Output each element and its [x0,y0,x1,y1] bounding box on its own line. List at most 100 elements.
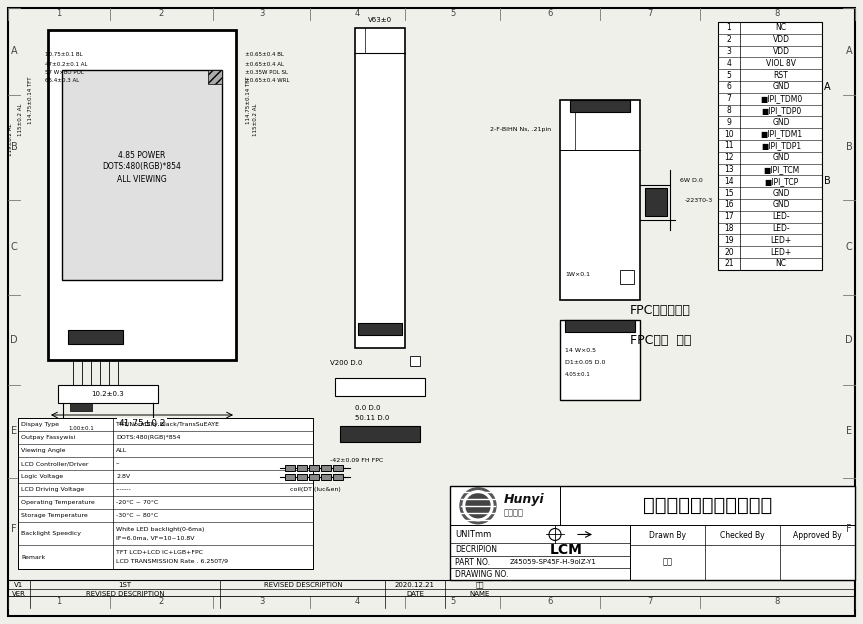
Text: LCD Driving Voltage: LCD Driving Voltage [21,487,84,492]
Text: 1: 1 [56,9,61,19]
Text: 2.8V: 2.8V [116,474,130,479]
Text: 65.4±0.3 AL: 65.4±0.3 AL [45,77,79,82]
Bar [285,474,295,480]
Text: 3: 3 [259,9,264,19]
Text: ±0.35W POL SL: ±0.35W POL SL [245,69,288,74]
Text: B: B [846,142,853,152]
Text: LED+: LED+ [771,248,791,256]
Text: 57 W×BO POL: 57 W×BO POL [45,69,84,74]
Text: -223T0-3: -223T0-3 [685,198,713,203]
Bar [62,70,222,280]
Text: 17: 17 [724,212,734,221]
Bar [620,270,634,284]
Text: 1W×0.1: 1W×0.1 [565,273,590,278]
Circle shape [466,494,490,518]
Bar [18,418,313,569]
Text: 审核: 审核 [663,558,672,567]
Text: NC: NC [776,23,786,32]
Text: Drawn By: Drawn By [649,530,686,540]
Text: VER: VER [12,591,26,597]
Text: 审核: 审核 [476,582,484,588]
Text: ±0.65±0.4 BL: ±0.65±0.4 BL [245,52,284,57]
Bar [565,320,635,332]
Bar [309,465,319,471]
Text: 114.75±0.14 TFT: 114.75±0.14 TFT [28,76,33,124]
Text: 6: 6 [547,598,552,607]
Bar [208,70,222,84]
Text: GND: GND [772,82,790,91]
Text: 5: 5 [727,71,732,80]
Text: D: D [845,335,853,345]
Text: 47±0.2±0.1 AL: 47±0.2±0.1 AL [45,62,87,67]
Text: DATE: DATE [406,591,424,597]
Text: ±0.65±0.4 AL: ±0.65±0.4 AL [245,62,284,67]
Text: VDD: VDD [772,47,790,56]
Text: GND: GND [772,200,790,210]
Text: 119±0.2 AL: 119±0.2 AL [8,124,12,156]
Bar [560,320,640,400]
Text: 15: 15 [724,188,734,198]
Text: White LED backlight(0-6ma): White LED backlight(0-6ma) [116,527,205,532]
Text: PART NO.: PART NO. [455,557,490,567]
Text: 7: 7 [647,598,652,607]
Text: ■IPI_TDP1: ■IPI_TDP1 [761,142,801,150]
Bar [560,100,640,300]
Text: ■IPI_TDM1: ■IPI_TDM1 [760,130,802,139]
Circle shape [460,488,496,524]
Text: NAME: NAME [469,591,490,597]
Text: V1: V1 [15,582,23,588]
Text: 2: 2 [159,598,164,607]
Text: 5: 5 [450,9,455,19]
Text: 2-F-BIHN Ns, .21pin: 2-F-BIHN Ns, .21pin [490,127,551,132]
Bar [358,323,402,335]
Text: 5: 5 [450,598,455,607]
Text: 6W D.0: 6W D.0 [680,177,702,182]
Text: Checked By: Checked By [721,530,765,540]
Text: GND: GND [772,188,790,198]
Text: 16: 16 [724,200,734,210]
Text: 0.0 D.0: 0.0 D.0 [355,405,381,411]
Text: ■IPI_TDM0: ■IPI_TDM0 [760,94,802,103]
Text: 4: 4 [355,9,360,19]
Text: 14: 14 [724,177,734,186]
Text: ALL: ALL [116,448,127,453]
Text: Storage Temperature: Storage Temperature [21,513,88,518]
Text: REVISED DESCRIPTION: REVISED DESCRIPTION [85,591,164,597]
Bar [285,465,295,471]
Bar [355,28,405,348]
Text: -42±0.09 FH FPC: -42±0.09 FH FPC [330,459,383,464]
Text: NC: NC [776,260,786,268]
Bar [718,22,822,270]
Text: A: A [823,82,830,92]
Text: 2: 2 [727,35,731,44]
Text: 10.2±0.3: 10.2±0.3 [91,391,124,397]
Text: LCD Controller/Driver: LCD Controller/Driver [21,461,89,466]
Text: -30°C ~ 80°C: -30°C ~ 80°C [116,513,158,518]
Text: LED-: LED- [772,212,790,221]
Bar [297,465,307,471]
Bar [410,356,420,366]
Text: B: B [10,142,17,152]
Text: DOTS:480(RGB)*854: DOTS:480(RGB)*854 [116,435,180,440]
Text: TFT LCD+LCD IC+LGB+FPC: TFT LCD+LCD IC+LGB+FPC [116,550,203,555]
Text: ALL VIEWING: ALL VIEWING [117,175,167,183]
Text: 7: 7 [647,9,652,19]
Text: 18: 18 [724,224,734,233]
Text: 10: 10 [724,130,734,139]
Text: F: F [11,524,16,534]
Bar [321,465,331,471]
Text: Viewing Angle: Viewing Angle [21,448,66,453]
Text: ■IPI_TCP: ■IPI_TCP [764,177,798,186]
Text: REVISED DESCRIPTION: REVISED DESCRIPTION [264,582,343,588]
Text: Backlight Speedicy: Backlight Speedicy [21,531,81,536]
Bar [450,486,855,580]
Text: Logic Voltage: Logic Voltage [21,474,63,479]
Text: 1: 1 [727,23,731,32]
Text: GND: GND [772,118,790,127]
Text: 4.05±0.1: 4.05±0.1 [565,373,591,378]
Text: coil(DT (luc&en): coil(DT (luc&en) [290,487,340,492]
Text: 50.11 D.0: 50.11 D.0 [355,415,389,421]
Text: 114.75±0.14 TFT: 114.75±0.14 TFT [245,76,250,124]
Text: 13: 13 [724,165,734,174]
Bar [321,474,331,480]
